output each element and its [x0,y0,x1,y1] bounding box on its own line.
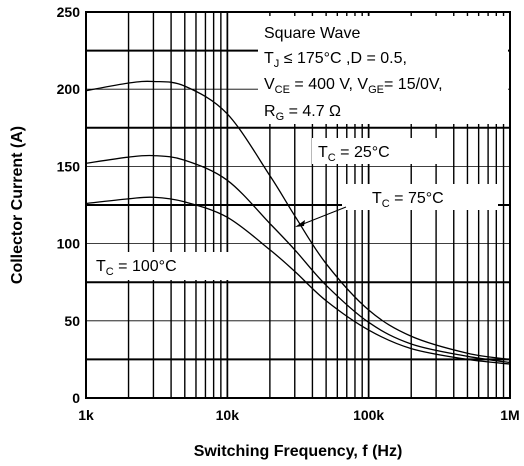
series-lines [85,80,511,365]
y-tick-label: 50 [64,313,80,329]
conditions-line-3: VCE = 400 V, VGE= 15/0V, [264,76,443,96]
x-tick-label: 1M [500,407,519,423]
x-tick-labels: 1k 10k 100k 1M [78,407,520,423]
series-label-75c: TC = 75°C [372,190,444,210]
series-label-25c: TC = 25°C [318,144,390,164]
conditions-line-2: TJ ≤ 175°C ,D = 0.5, [264,50,407,70]
y-tick-label: 0 [72,390,80,406]
label-box-100c [90,252,242,280]
series-line [85,196,511,365]
y-tick-labels: 0 50 100 150 200 250 [57,4,81,406]
pointer-arrowhead-75c [295,220,305,227]
series-line [85,80,511,361]
conditions-box [258,16,508,124]
series-line [85,154,511,364]
x-tick-label: 1k [78,407,94,423]
x-tick-label: 10k [216,407,240,423]
x-axis-title: Switching Frequency, f (Hz) [194,443,403,460]
conditions-line-1: Square Wave [264,25,360,42]
y-tick-label: 150 [57,158,81,174]
series-label-100c: TC = 100°C [96,258,177,278]
x-tick-label: 100k [353,407,384,423]
conditions-line-4: RG = 4.7 Ω [264,103,341,123]
y-tick-label: 100 [57,236,81,252]
label-box-75c [342,184,498,210]
plot-frame [85,11,511,399]
label-box-25c [312,138,450,164]
y-tick-label: 200 [57,81,81,97]
pointer-arrow-75c [297,206,347,227]
y-axis-title: Collector Current (A) [9,126,26,284]
y-tick-label: 250 [57,4,81,20]
